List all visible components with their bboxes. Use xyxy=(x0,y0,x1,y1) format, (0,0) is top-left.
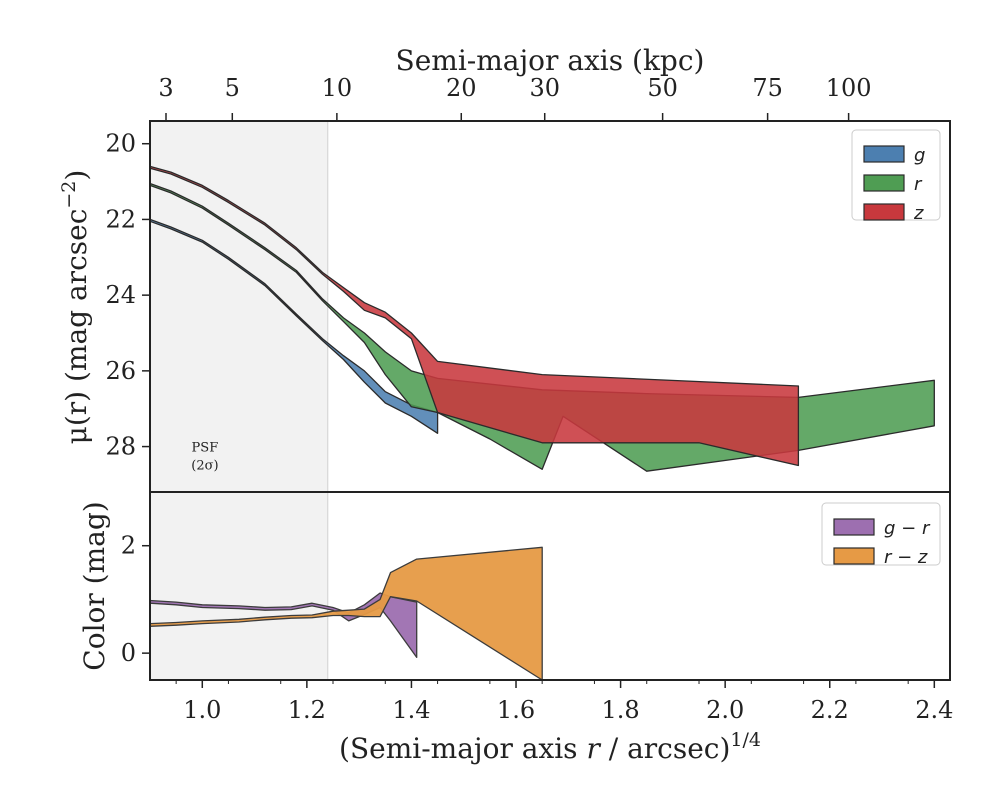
ylabel-tail: ) xyxy=(60,170,93,181)
top-ylabel: μ(r) (mag arcsec−2) xyxy=(58,170,93,445)
legend-label: g − r xyxy=(884,518,931,539)
top-xtick-label: 30 xyxy=(529,74,560,102)
legend-swatch xyxy=(863,145,905,163)
xtick-label: 1.2 xyxy=(288,696,326,724)
top-xtick-label: 10 xyxy=(322,74,353,102)
bottom-xlabel: (Semi-major axis r / arcsec)1/4 xyxy=(339,729,761,765)
ylabel-main: μ(r) (mag arcsec xyxy=(60,209,93,445)
psf-annotation-line2: (2σ) xyxy=(191,459,218,474)
band-color-0 xyxy=(149,592,418,659)
xtick-label: 1.6 xyxy=(497,696,535,724)
xlabel-tail: / arcsec) xyxy=(600,732,731,765)
legend-swatch xyxy=(833,518,875,536)
legend-label: r xyxy=(914,174,923,195)
top-xtick-label: 20 xyxy=(446,74,477,102)
xtick-label: 1.4 xyxy=(392,696,430,724)
bottom-x-ticks: 1.0 1.2 1.4 1.6 1.8 2.0 2.2 2.4 xyxy=(175,680,953,724)
top-xtick-label: 75 xyxy=(752,74,783,102)
top-xtick-label: 100 xyxy=(826,74,872,102)
ytick-label: 20 xyxy=(105,130,136,158)
bottom-legend: g − r r − z xyxy=(821,502,941,568)
ytick-label: 0 xyxy=(121,639,136,667)
legend-label: g xyxy=(914,145,925,166)
xlabel-sup: 1/4 xyxy=(730,729,761,751)
xlabel-r: r xyxy=(586,732,601,765)
bottom-y-ticks: 02 xyxy=(121,532,150,667)
top-x-ticks: 3 5 10 20 30 50 75 100 xyxy=(158,74,872,121)
ytick-label: 24 xyxy=(105,281,136,309)
top-xtick-label: 3 xyxy=(158,74,173,102)
top-xtick-label: 5 xyxy=(225,74,240,102)
top-legend: grz xyxy=(851,129,941,224)
ytick-label: 22 xyxy=(105,205,136,233)
profile xyxy=(149,165,935,472)
band-profile-2 xyxy=(149,165,800,467)
ylabel-sup: −2 xyxy=(58,181,80,209)
bottom-panel-frame xyxy=(149,491,951,681)
legend-swatch xyxy=(863,174,905,192)
band-profile-0 xyxy=(149,218,439,434)
psf-annotation-line1: PSF xyxy=(192,441,219,456)
top-xtick-label: 50 xyxy=(647,74,678,102)
xtick-label: 1.8 xyxy=(602,696,640,724)
xtick-label: 2.4 xyxy=(915,696,953,724)
legend-swatch xyxy=(863,203,905,221)
ytick-label: 26 xyxy=(105,357,136,385)
xtick-label: 2.0 xyxy=(706,696,744,724)
xlabel-main: (Semi-major axis xyxy=(339,732,586,765)
xtick-label: 2.2 xyxy=(811,696,849,724)
ytick-label: 28 xyxy=(105,433,136,461)
legend-label: r − z xyxy=(884,547,928,568)
top-y-ticks: 20 22 24 26 28 xyxy=(105,130,150,461)
psf-shading xyxy=(150,121,328,680)
bottom-ylabel: Color (mag) xyxy=(78,501,111,670)
legend-label: z xyxy=(913,203,924,224)
xtick-label: 1.0 xyxy=(183,696,221,724)
legend-swatch xyxy=(833,547,875,565)
ytick-label: 2 xyxy=(121,532,136,560)
top-xlabel: Semi-major axis (kpc) xyxy=(396,44,705,77)
